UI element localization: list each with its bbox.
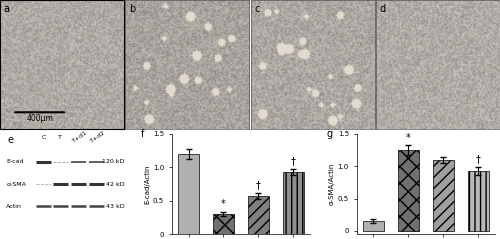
Text: T+d1: T+d1 (72, 130, 88, 144)
Text: d: d (380, 4, 386, 14)
Text: Actin: Actin (6, 204, 22, 209)
Text: 400μm: 400μm (26, 114, 53, 123)
Text: †: † (476, 154, 480, 164)
Bar (468, 171, 488, 231)
Text: f: f (142, 129, 144, 139)
Text: g: g (326, 129, 332, 139)
Text: 120 kD: 120 kD (102, 159, 124, 164)
Bar (178, 154, 199, 234)
Bar (213, 214, 234, 234)
Bar (283, 172, 304, 234)
Bar (398, 150, 419, 231)
Text: e: e (8, 135, 14, 145)
Text: *: * (221, 200, 226, 209)
Text: †: † (291, 156, 296, 166)
Text: C: C (42, 135, 46, 140)
Bar (248, 196, 269, 234)
Bar (363, 221, 384, 231)
Text: a: a (4, 4, 10, 14)
Text: b: b (129, 4, 136, 14)
Text: T: T (58, 135, 62, 140)
Bar (433, 160, 454, 231)
Text: α-SMA: α-SMA (6, 182, 26, 186)
Text: 43 kD: 43 kD (106, 204, 124, 209)
Text: c: c (254, 4, 260, 14)
Text: *: * (406, 133, 410, 143)
Text: T+d2: T+d2 (90, 130, 106, 144)
Text: 42 kD: 42 kD (106, 182, 124, 186)
Text: †: † (256, 180, 261, 190)
Y-axis label: α-SMA/Actin: α-SMA/Actin (329, 163, 335, 205)
Y-axis label: E-cad/Actin: E-cad/Actin (144, 164, 150, 204)
Text: E-cad: E-cad (6, 159, 24, 164)
